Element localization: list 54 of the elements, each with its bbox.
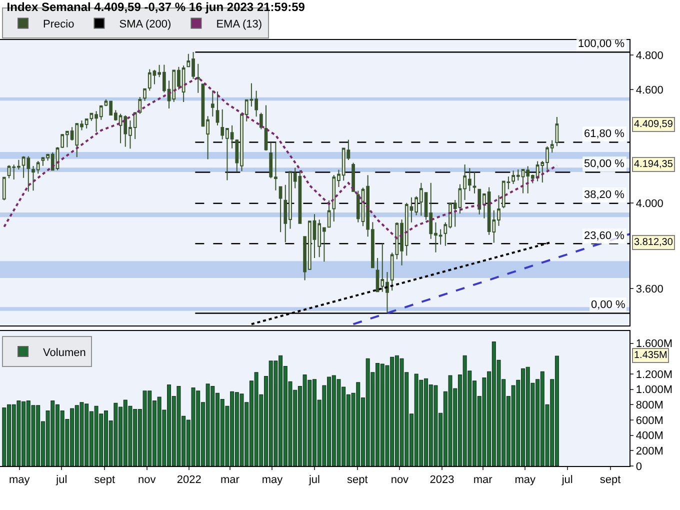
- annotation: 50,00 %: [584, 158, 625, 170]
- annotation: 61,80 %: [584, 128, 625, 140]
- candlestick: [196, 63, 200, 94]
- annotation: 23,60 %: [584, 230, 625, 242]
- candlestick: [143, 88, 146, 102]
- x-tick-label: nov: [390, 474, 410, 486]
- x-tick-label: sept: [600, 474, 621, 486]
- x-tick-label: 2023: [430, 474, 454, 486]
- x-tick-label: sept: [94, 474, 115, 486]
- y-tick-label: 4.000: [636, 198, 664, 210]
- line-series: [3, 76, 558, 240]
- annotation: 3.812,30: [634, 237, 674, 248]
- candlestick: [555, 116, 559, 147]
- x-tick-label: nov: [138, 474, 156, 486]
- y-tick-label: 4.800: [636, 50, 664, 62]
- y-tick-label: 1.200M: [636, 368, 673, 381]
- candlestick: [216, 91, 220, 126]
- candlestick: [259, 112, 263, 130]
- y-tick-label: 1.000M: [636, 384, 673, 396]
- x-tick-label: mar: [220, 474, 240, 486]
- x-tick-label: jul: [560, 474, 573, 486]
- y-tick-label: 1.600M: [636, 338, 673, 350]
- x-tick-label: sept: [347, 474, 368, 486]
- annotation: 0,00 %: [591, 299, 626, 311]
- y-tick-label: 400M: [636, 430, 664, 442]
- x-tick-label: may: [514, 474, 536, 486]
- candlestick: [278, 186, 282, 233]
- annotation: 100,00 %: [578, 38, 625, 50]
- x-tick-label: jul: [55, 474, 68, 486]
- candlestick: [472, 172, 476, 194]
- x-tick-label: may: [262, 474, 284, 486]
- annotation: 1.435M: [634, 350, 668, 361]
- candlestick: [2, 176, 6, 201]
- annotation: 38,20 %: [584, 189, 625, 201]
- y-tick-label: 3.600: [636, 283, 664, 296]
- y-tick-label: 800M: [636, 400, 664, 412]
- x-tick-label: mar: [473, 474, 493, 486]
- x-tick-label: jul: [308, 474, 320, 486]
- x-tick-label: 2022: [176, 474, 202, 486]
- annotation: 4.409,59: [634, 119, 674, 130]
- legend-label: Volumen: [43, 346, 86, 359]
- chart-title: Index Semanal 4.409,59 -0,37 % 16 jun 2023 21:59:59: [6, 0, 306, 14]
- y-tick-label: 4.600: [636, 84, 664, 97]
- y-tick-label: 0: [636, 460, 642, 473]
- legend-label: EMA (13): [216, 18, 262, 31]
- y-tick-label: 600M: [636, 414, 664, 427]
- annotation: 4.194,35: [634, 159, 674, 170]
- legend-label: Precio: [43, 18, 74, 31]
- x-tick-label: may: [9, 474, 30, 486]
- y-tick-label: 200M: [636, 446, 664, 458]
- candlestick: [210, 90, 214, 117]
- candlestick: [352, 162, 355, 192]
- legend-label: SMA (200): [119, 18, 172, 31]
- candlestick: [264, 104, 268, 152]
